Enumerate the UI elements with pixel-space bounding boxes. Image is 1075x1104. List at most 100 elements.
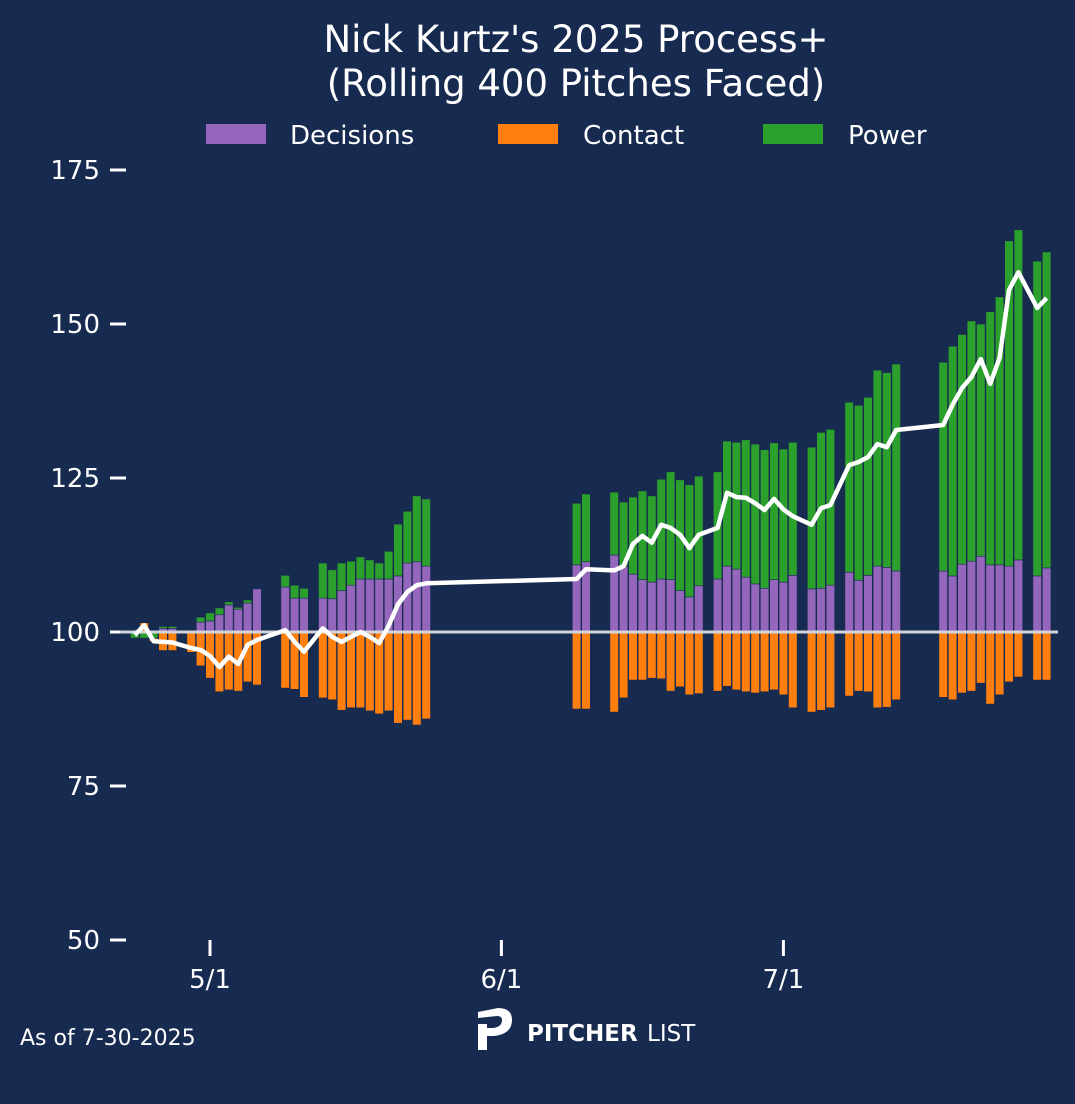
bar-contact: [976, 631, 986, 684]
bar-contact: [759, 631, 770, 693]
bar-decisions: [336, 590, 347, 633]
legend-label-contact: Contact: [583, 121, 684, 151]
bar-decisions: [665, 579, 676, 633]
bar-contact: [985, 631, 995, 705]
bar-power: [741, 439, 751, 578]
bar-power: [374, 562, 384, 580]
bar-decisions: [985, 564, 995, 633]
bar-power: [788, 441, 798, 576]
bar-contact: [346, 631, 356, 709]
bar-contact: [327, 631, 337, 701]
bar-decisions: [769, 579, 779, 633]
bar-decisions: [957, 563, 967, 633]
pitcherlist-logo: PITCHER LIST: [478, 1008, 696, 1050]
bar-decisions: [1032, 575, 1042, 633]
bar-contact: [609, 631, 619, 713]
bar-contact: [872, 631, 882, 709]
bar-decisions: [872, 565, 882, 633]
bar-power: [872, 369, 882, 567]
bar-power: [355, 556, 366, 580]
bar-power: [581, 493, 591, 563]
bar-power: [882, 372, 892, 568]
bar-decisions: [233, 608, 243, 633]
bar-contact: [243, 631, 253, 683]
bar-power: [966, 320, 976, 562]
bar-decisions: [882, 567, 892, 633]
bar-contact: [628, 631, 638, 681]
bar-power: [891, 363, 901, 572]
process-plus-line-group: [133, 270, 1049, 670]
bar-contact: [365, 631, 375, 712]
bar-contact: [741, 631, 751, 693]
logo-text-bold: PITCHER: [527, 1021, 638, 1047]
bar-contact: [393, 631, 403, 724]
pitcherlist-logo-icon: [478, 1008, 512, 1050]
bar-decisions: [1013, 559, 1023, 633]
x-tick-label: 7/1: [762, 965, 804, 995]
bar-decisions: [1042, 567, 1052, 633]
bar-power: [243, 599, 253, 604]
bar-contact: [665, 631, 676, 692]
bar-power: [158, 626, 168, 629]
bar-power: [750, 443, 760, 585]
bar-decisions: [684, 596, 694, 633]
bar-power: [214, 607, 225, 616]
bar-decisions: [365, 578, 375, 633]
bar-decisions: [289, 597, 300, 633]
bar-power: [1013, 229, 1023, 561]
bar-power: [233, 607, 243, 610]
legend-swatch-power: [763, 124, 823, 144]
bar-contact: [844, 631, 854, 697]
bar-decisions: [741, 576, 751, 633]
bar-contact: [722, 631, 732, 687]
bar-decisions: [694, 585, 704, 633]
bar-decisions: [825, 584, 835, 633]
bar-contact: [712, 631, 723, 692]
x-axis: 5/1 6/1 7/1: [189, 940, 804, 995]
bar-contact: [825, 631, 835, 709]
bar-contact: [571, 631, 582, 710]
bar-power: [402, 510, 413, 564]
bar-contact: [994, 631, 1005, 696]
bar-power: [759, 449, 770, 589]
legend: Decisions Contact Power: [206, 121, 927, 151]
bar-decisions: [327, 598, 337, 633]
bar-contact: [891, 631, 901, 701]
bar-contact: [806, 631, 817, 713]
bar-power: [280, 575, 290, 588]
bar-contact: [299, 631, 309, 698]
y-tick-label: 50: [67, 926, 100, 956]
bar-power: [571, 502, 582, 566]
bar-power: [421, 498, 431, 567]
bar-contact: [383, 631, 394, 712]
legend-swatch-decisions: [206, 124, 266, 144]
bar-power: [731, 441, 741, 570]
bar-contact: [853, 631, 864, 692]
bar-power: [412, 495, 422, 563]
bar-power: [844, 401, 854, 573]
bar-contact: [355, 631, 366, 709]
bar-contact: [618, 631, 629, 699]
bar-contact: [957, 631, 967, 694]
bar-decisions: [421, 565, 431, 633]
bar-power: [383, 551, 394, 580]
bar-decisions: [816, 587, 826, 633]
bar-power: [289, 584, 300, 599]
bar-contact: [421, 631, 431, 720]
bar-contact: [318, 631, 328, 699]
y-tick-label: 150: [50, 310, 100, 340]
bar-decisions: [280, 586, 290, 633]
bar-power: [976, 323, 986, 557]
bar-contact: [1032, 631, 1042, 681]
bar-decisions: [628, 573, 638, 633]
bar-decisions: [712, 578, 723, 633]
bar-decisions: [224, 604, 234, 633]
bar-decisions: [938, 570, 948, 633]
bar-decisions: [891, 570, 901, 633]
bar-decisions: [778, 581, 788, 633]
bar-contact: [966, 631, 976, 692]
legend-swatch-contact: [498, 124, 558, 144]
bar-decisions: [722, 565, 732, 633]
